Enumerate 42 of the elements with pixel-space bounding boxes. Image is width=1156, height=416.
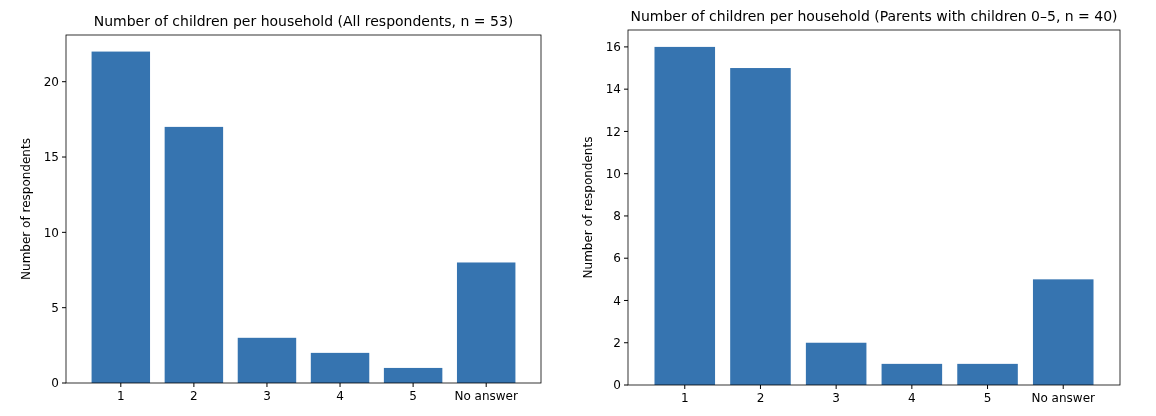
- bar: [456, 262, 516, 383]
- bar: [237, 337, 297, 383]
- chart-title: Number of children per household (All respondents, n = 53): [93, 13, 514, 29]
- x-tick-label: 1: [680, 391, 689, 405]
- y-axis-title: Number of respondents: [19, 138, 33, 280]
- x-tick-label: 3: [832, 391, 840, 405]
- x-tick-label: No answer: [1031, 391, 1096, 405]
- x-tick-label: 2: [756, 391, 765, 405]
- bar: [91, 51, 151, 383]
- y-tick-label: 20: [43, 74, 59, 89]
- bar: [730, 68, 791, 385]
- x-tick-label: 4: [908, 391, 916, 405]
- y-tick-label: 2: [613, 335, 621, 350]
- bar: [805, 342, 867, 385]
- bar: [1032, 279, 1094, 385]
- y-tick-label: 4: [613, 293, 621, 308]
- bar: [310, 352, 370, 383]
- y-tick-label: 0: [51, 376, 59, 391]
- x-tick-label: 5: [409, 389, 417, 403]
- x-tick-label: 5: [983, 391, 992, 405]
- y-tick-label: 6: [613, 251, 621, 266]
- y-tick-label: 16: [605, 40, 621, 55]
- x-tick-label: 3: [263, 389, 271, 403]
- bar: [881, 363, 943, 385]
- bar: [164, 126, 224, 383]
- y-tick-label: 8: [613, 209, 621, 224]
- bar: [654, 46, 716, 385]
- bar: [957, 363, 1018, 385]
- bar: [383, 367, 443, 383]
- y-tick-label: 5: [51, 300, 59, 315]
- x-tick-label: No answer: [454, 389, 518, 403]
- x-tick-label: 2: [190, 389, 198, 403]
- y-axis-title: Number of respondents: [581, 136, 595, 279]
- x-tick-label: 1: [116, 389, 125, 403]
- y-tick-label: 10: [605, 166, 621, 181]
- y-tick-label: 10: [43, 225, 59, 240]
- y-tick-label: 0: [613, 378, 621, 393]
- chart-title: Number of children per household (Parents with children 0–5, n = 40): [630, 8, 1118, 24]
- y-tick-label: 15: [43, 150, 59, 165]
- x-tick-label: 4: [336, 389, 344, 403]
- y-tick-label: 14: [605, 82, 621, 97]
- y-tick-label: 12: [605, 124, 621, 139]
